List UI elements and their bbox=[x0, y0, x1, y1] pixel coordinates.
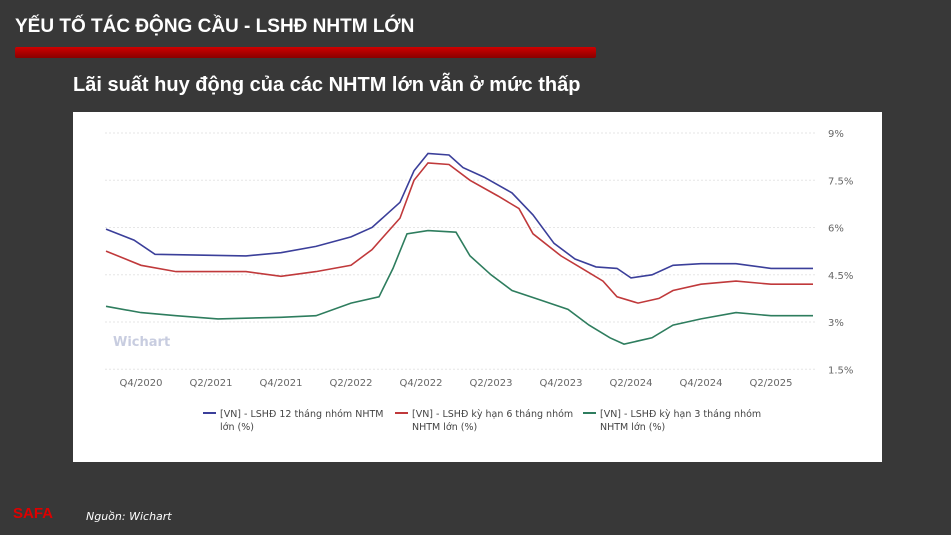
y-tick-label: 4.5% bbox=[828, 271, 853, 282]
x-tick-label: Q4/2024 bbox=[679, 378, 722, 389]
y-tick-label: 7.5% bbox=[828, 176, 853, 187]
y-tick-label: 1.5% bbox=[828, 365, 853, 376]
legend-label[interactable]: [VN] - LSHĐ 12 tháng nhóm NHTM bbox=[220, 409, 383, 420]
x-tick-label: Q4/2021 bbox=[259, 378, 302, 389]
x-tick-label: Q4/2022 bbox=[399, 378, 442, 389]
chart-subtitle: Lãi suất huy động của các NHTM lớn vẫn ở… bbox=[73, 74, 581, 96]
y-tick-label: 9% bbox=[828, 129, 844, 140]
source-note: Nguồn: Wichart bbox=[86, 510, 172, 523]
legend-label[interactable]: [VN] - LSHĐ kỳ hạn 6 tháng nhóm bbox=[412, 409, 573, 420]
x-tick-label: Q4/2023 bbox=[539, 378, 582, 389]
legend-label[interactable]: lớn (%) bbox=[220, 422, 254, 433]
legend-label[interactable]: NHTM lớn (%) bbox=[412, 422, 477, 433]
title-underline bbox=[15, 47, 596, 58]
x-tick-label: Q2/2025 bbox=[749, 378, 792, 389]
x-tick-label: Q2/2024 bbox=[609, 378, 652, 389]
series-line-1 bbox=[105, 162, 813, 304]
slide-title: YẾU TỐ TÁC ĐỘNG CẦU - LSHĐ NHTM LỚN bbox=[15, 16, 415, 37]
series-line-0 bbox=[105, 152, 813, 279]
x-tick-label: Q2/2022 bbox=[329, 378, 372, 389]
x-tick-label: Q2/2023 bbox=[469, 378, 512, 389]
x-tick-label: Q4/2020 bbox=[119, 378, 162, 389]
series-line-2 bbox=[105, 229, 813, 345]
safa-logo: SAFA bbox=[13, 505, 54, 522]
y-tick-label: 3% bbox=[828, 318, 844, 329]
legend-label[interactable]: [VN] - LSHĐ kỳ hạn 3 tháng nhóm bbox=[600, 409, 761, 420]
legend-label[interactable]: NHTM lớn (%) bbox=[600, 422, 665, 433]
y-tick-label: 6% bbox=[828, 224, 844, 235]
wichart-watermark: Wichart bbox=[113, 335, 170, 350]
chart-card bbox=[73, 112, 882, 462]
x-tick-label: Q2/2021 bbox=[189, 378, 232, 389]
